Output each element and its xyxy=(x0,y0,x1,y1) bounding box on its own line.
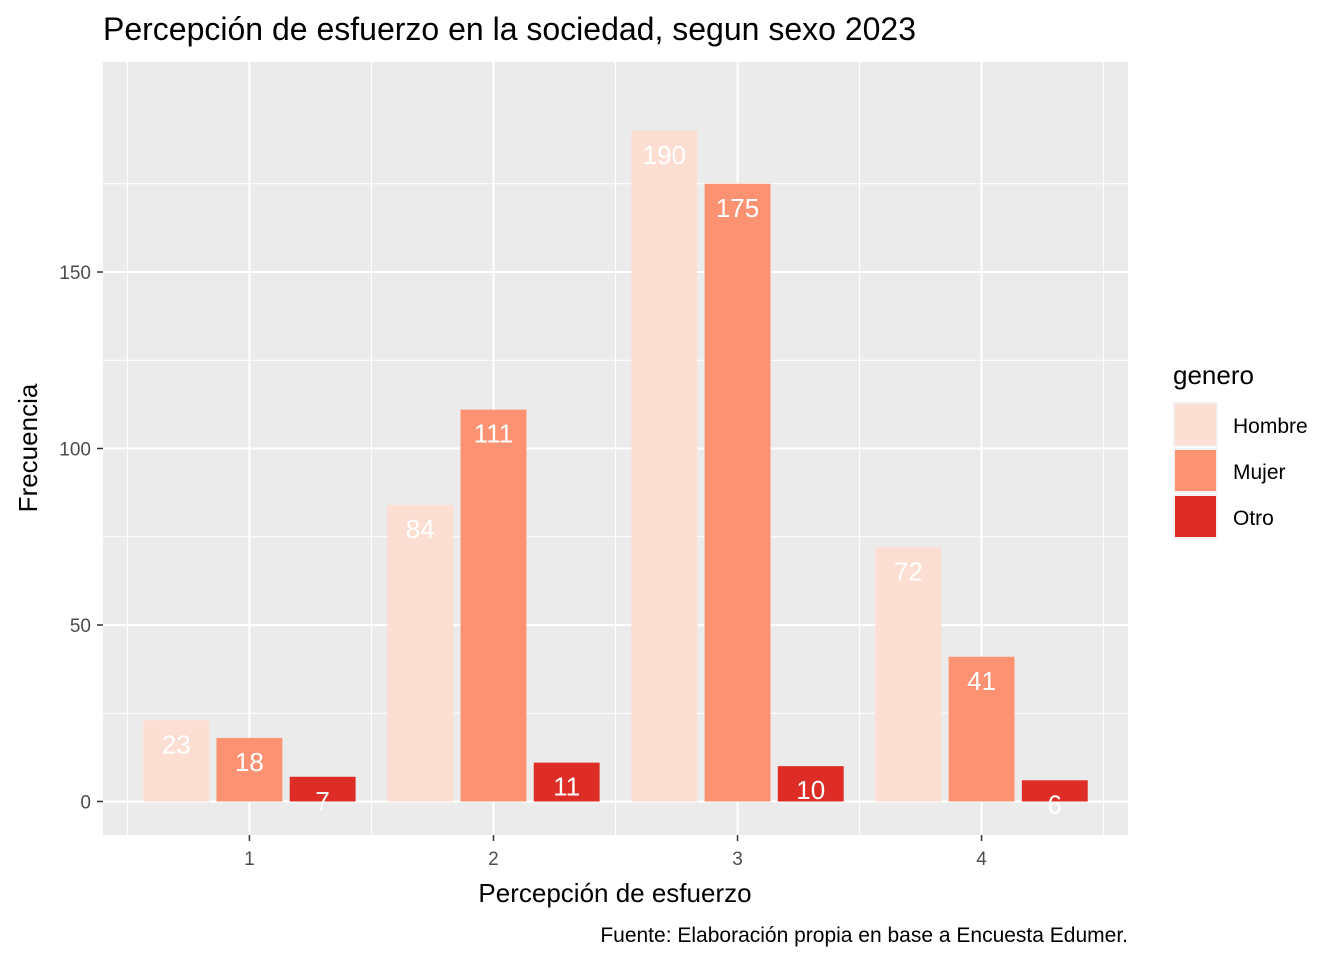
data-label: 11 xyxy=(553,772,580,802)
data-label: 111 xyxy=(474,419,514,449)
legend-label: Otro xyxy=(1233,507,1274,530)
x-axis: 1 2 3 4 xyxy=(244,835,987,870)
bar-mujer-3 xyxy=(704,183,771,802)
y-tick-label: 50 xyxy=(70,616,91,637)
y-axis-title: Frecuencia xyxy=(13,383,43,512)
bar-hombre-3 xyxy=(631,130,698,802)
legend: genero Hombre Mujer Otro xyxy=(1173,360,1308,539)
data-label: 6 xyxy=(1048,789,1062,819)
bar-hombre-1 xyxy=(143,720,210,802)
bar-labels: 23 84 190 72 18 111 175 41 7 11 10 6 xyxy=(162,140,1062,819)
x-tick-label: 3 xyxy=(732,849,743,870)
bar-hombre-2 xyxy=(387,504,454,802)
data-label: 18 xyxy=(235,747,264,777)
legend-title: genero xyxy=(1173,360,1254,390)
data-label: 23 xyxy=(162,729,191,759)
bar-otro-4 xyxy=(1021,780,1088,802)
bar-otro-3 xyxy=(777,766,844,802)
y-axis: 0 50 100 150 xyxy=(59,263,103,813)
bar-otro-2 xyxy=(533,762,600,802)
data-label: 175 xyxy=(716,193,759,223)
y-tick-label: 150 xyxy=(59,263,91,284)
bar-mujer-2 xyxy=(460,409,527,802)
bar-otro-1 xyxy=(289,776,356,802)
bar-hombre-4 xyxy=(875,547,942,802)
bar-mujer-4 xyxy=(948,656,1015,802)
x-tick-label: 4 xyxy=(976,849,987,870)
legend-swatch-mujer xyxy=(1175,450,1216,491)
data-label: 72 xyxy=(894,556,923,586)
data-label: 84 xyxy=(406,514,435,544)
caption: Fuente: Elaboración propia en base a Enc… xyxy=(600,924,1128,947)
x-axis-title: Percepción de esfuerzo xyxy=(478,878,751,908)
data-label: 7 xyxy=(315,786,329,816)
bar-mujer-1 xyxy=(216,737,283,802)
x-tick-label: 2 xyxy=(488,849,499,870)
legend-label: Mujer xyxy=(1233,461,1286,484)
bars xyxy=(143,130,1088,802)
y-tick-label: 100 xyxy=(59,440,91,461)
y-tick-label: 0 xyxy=(80,792,91,813)
data-label: 190 xyxy=(643,140,686,170)
x-tick-label: 1 xyxy=(244,849,255,870)
data-label: 41 xyxy=(967,666,996,696)
legend-label: Hombre xyxy=(1233,415,1308,438)
data-label: 10 xyxy=(796,775,825,805)
chart-title: Percepción de esfuerzo en la sociedad, s… xyxy=(103,11,916,47)
legend-swatch-hombre xyxy=(1175,404,1216,445)
legend-swatch-otro xyxy=(1175,496,1216,537)
